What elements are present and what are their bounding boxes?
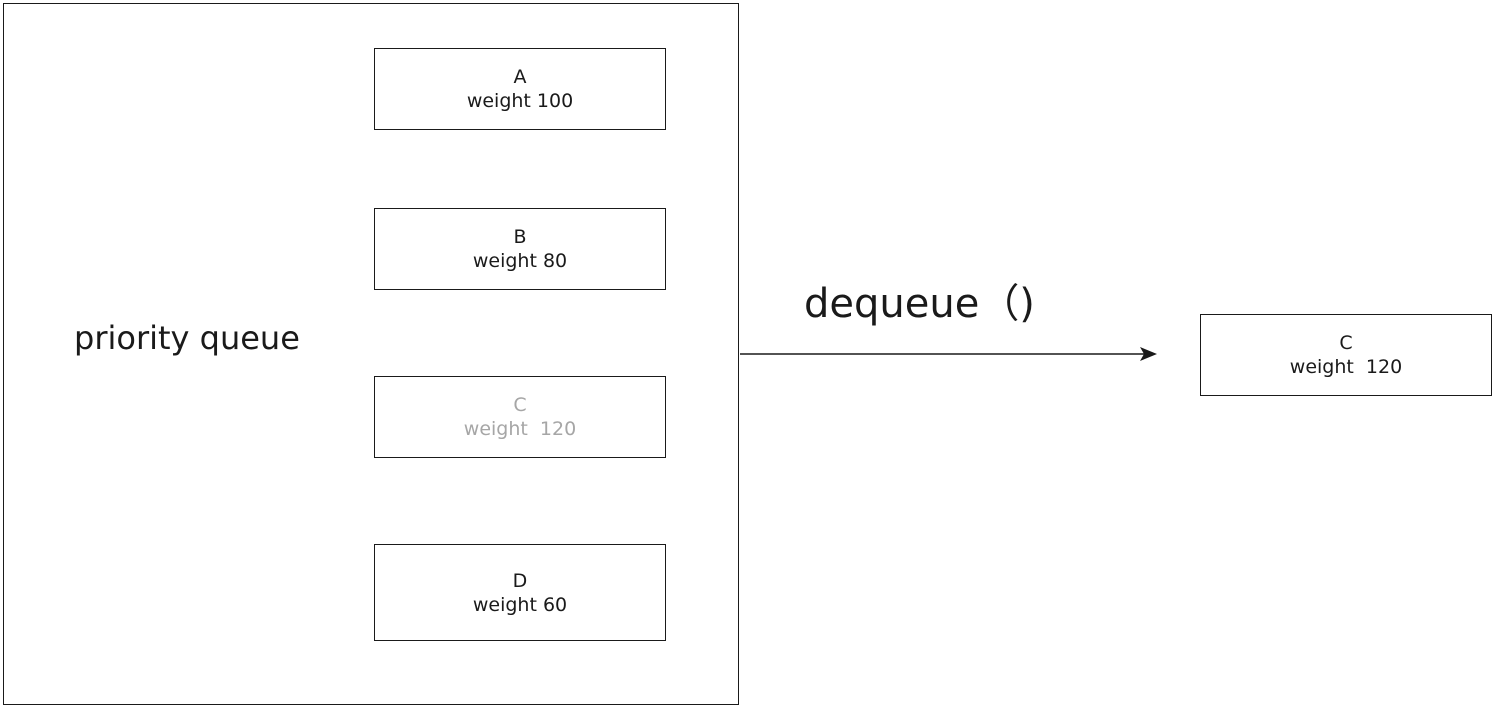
queue-node-b: B weight 80: [374, 208, 666, 290]
node-name: C: [513, 394, 527, 416]
node-weight: weight 100: [466, 90, 574, 112]
queue-node-c-dequeued: C weight 120: [374, 376, 666, 458]
node-weight: weight 120: [1289, 356, 1403, 378]
node-name: D: [512, 569, 528, 592]
arrow-head-icon: [1140, 347, 1157, 361]
queue-label: priority queue: [74, 319, 300, 357]
queue-node-d: D weight 60: [374, 544, 666, 641]
node-weight: weight 80: [472, 250, 568, 272]
queue-node-a: A weight 100: [374, 48, 666, 130]
node-name: A: [513, 66, 527, 88]
node-name: C: [1339, 332, 1353, 354]
dequeued-node-c: C weight 120: [1200, 314, 1492, 396]
dequeue-operation-label: dequeue（): [804, 281, 1035, 327]
node-weight: weight 60: [472, 593, 568, 616]
node-name: B: [513, 226, 527, 248]
node-weight: weight 120: [463, 418, 577, 440]
